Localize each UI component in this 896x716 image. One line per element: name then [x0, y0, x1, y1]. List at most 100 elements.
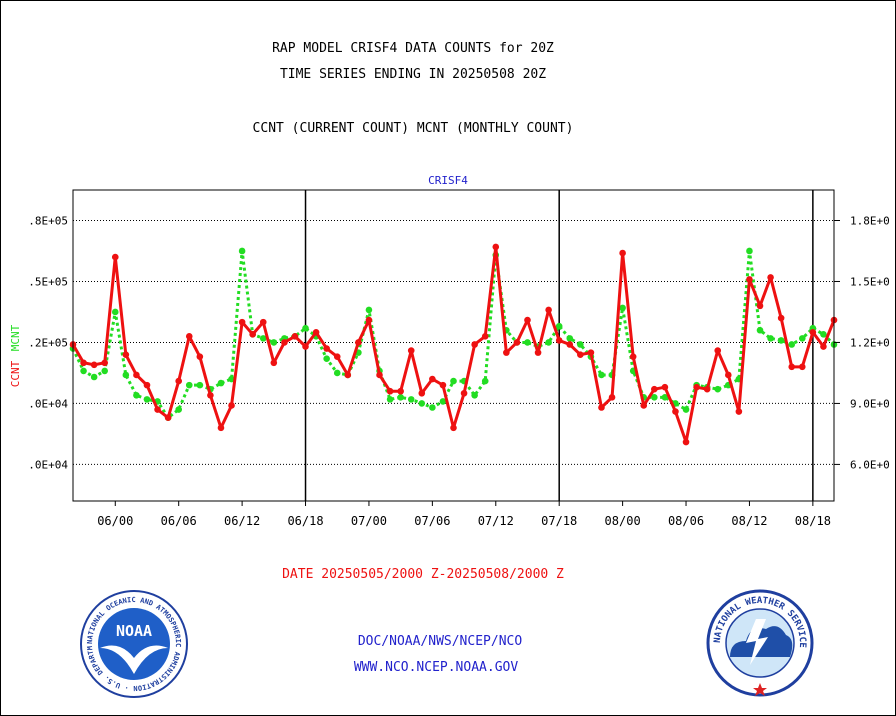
- data-point-mcnt: [133, 392, 140, 399]
- data-point-mcnt: [714, 385, 722, 393]
- data-point-ccnt: [735, 408, 743, 415]
- data-point-ccnt: [344, 371, 352, 379]
- data-point-ccnt: [207, 392, 214, 399]
- data-point-mcnt: [820, 331, 827, 338]
- data-point-mcnt: [429, 404, 436, 411]
- data-point-mcnt: [196, 381, 204, 389]
- data-point-ccnt: [270, 359, 278, 367]
- data-point-mcnt: [365, 306, 373, 314]
- data-point-mcnt: [397, 394, 404, 401]
- grid-layer: [73, 219, 834, 465]
- data-point-mcnt: [566, 335, 574, 342]
- data-point-ccnt: [238, 318, 246, 326]
- noaa-gull-icon: [100, 645, 168, 674]
- data-point-mcnt: [80, 367, 87, 375]
- data-point-mcnt: [302, 324, 309, 332]
- data-point-ccnt: [524, 316, 531, 324]
- data-point-mcnt: [143, 396, 151, 403]
- nws-logo: NATIONAL WEATHER SERVICE: [706, 589, 814, 697]
- y-axis-label-ccnt: CCNT: [9, 360, 22, 387]
- data-point-mcnt: [598, 371, 605, 379]
- y-tick-right-label: 1.5E+0: [850, 275, 890, 288]
- data-point-mcnt: [481, 377, 489, 385]
- x-tick-label: 08/12: [731, 514, 767, 528]
- data-point-mcnt: [407, 396, 415, 403]
- title-line-3: CCNT (CURRENT COUNT) MCNT (MONTHLY COUNT…: [253, 121, 574, 136]
- data-point-mcnt: [217, 379, 225, 387]
- data-point-ccnt: [111, 253, 119, 261]
- data-point-ccnt: [154, 406, 161, 413]
- data-point-ccnt: [619, 249, 626, 257]
- x-tick-label: 07/12: [478, 514, 514, 528]
- data-point-ccnt: [407, 347, 415, 354]
- data-point-ccnt: [196, 353, 204, 360]
- data-point-mcnt: [238, 247, 246, 255]
- y-tick-left-label: .8E+05: [28, 214, 68, 227]
- x-tick-label: 08/06: [668, 514, 704, 528]
- y-axis-label: CCNT MCNT: [9, 324, 22, 387]
- y-axis-right: 6.0E+0 9.0E+0 1.2E+0 1.5E+0 1.8E+0: [834, 214, 890, 471]
- date-range: DATE 20250505/2000 Z-20250508/2000 Z: [282, 567, 564, 582]
- data-point-ccnt: [598, 404, 605, 411]
- x-tick-label: 06/18: [287, 514, 323, 528]
- data-point-ccnt: [481, 333, 489, 340]
- data-point-ccnt: [249, 331, 256, 338]
- data-point-ccnt: [460, 389, 468, 397]
- day-boundary-layer: [304, 190, 814, 501]
- data-point-ccnt: [450, 424, 457, 432]
- data-point-ccnt: [439, 381, 447, 389]
- y-tick-left-label: .0E+04: [28, 458, 68, 471]
- data-point-mcnt: [619, 304, 626, 312]
- title-line-1: RAP MODEL CRISF4 DATA COUNTS for 20Z: [272, 41, 554, 56]
- series-layer: [69, 243, 838, 446]
- data-point-mcnt: [386, 396, 394, 403]
- data-point-ccnt: [629, 353, 637, 360]
- data-point-ccnt: [682, 438, 690, 446]
- data-point-mcnt: [122, 371, 130, 379]
- data-point-ccnt: [164, 414, 172, 421]
- data-point-ccnt: [365, 316, 373, 324]
- data-point-mcnt: [333, 369, 341, 377]
- data-point-ccnt: [798, 363, 806, 371]
- data-point-mcnt: [323, 355, 330, 363]
- x-tick-label: 07/00: [351, 514, 387, 528]
- data-point-ccnt: [80, 359, 87, 367]
- x-tick-label: 08/18: [795, 514, 831, 528]
- data-point-mcnt: [101, 367, 109, 375]
- data-point-mcnt: [577, 341, 584, 348]
- data-point-ccnt: [386, 387, 394, 395]
- panel-title: CRISF4: [428, 174, 468, 187]
- data-point-ccnt: [217, 424, 225, 432]
- data-point-ccnt: [767, 274, 774, 281]
- y-axis-left: .0E+04 .0E+04 .2E+05 .5E+05 .8E+05: [28, 214, 68, 471]
- data-point-ccnt: [661, 383, 669, 391]
- x-tick-label: 07/06: [414, 514, 450, 528]
- data-point-mcnt: [270, 339, 278, 346]
- data-point-ccnt: [397, 387, 404, 395]
- data-point-ccnt: [788, 363, 796, 371]
- x-tick-label: 06/00: [97, 514, 133, 528]
- data-point-ccnt: [640, 402, 648, 409]
- data-point-ccnt: [608, 394, 616, 401]
- data-point-ccnt: [703, 385, 711, 393]
- data-point-mcnt: [788, 341, 796, 348]
- data-point-ccnt: [566, 341, 574, 348]
- data-point-ccnt: [492, 243, 500, 251]
- nws-lightning-icon: [746, 619, 768, 665]
- data-point-ccnt: [418, 389, 426, 397]
- y-tick-right-label: 6.0E+0: [850, 458, 890, 471]
- data-point-ccnt: [503, 349, 510, 356]
- data-point-ccnt: [101, 359, 109, 367]
- y-tick-right-label: 1.8E+0: [850, 214, 890, 227]
- y-tick-left-label: .2E+05: [28, 336, 68, 349]
- data-point-ccnt: [228, 402, 235, 409]
- data-point-mcnt: [439, 398, 447, 405]
- y-tick-left-label: .0E+04: [28, 397, 68, 410]
- data-point-mcnt: [777, 337, 785, 344]
- x-tick-label: 06/06: [161, 514, 197, 528]
- data-point-ccnt: [312, 328, 320, 336]
- x-tick-label: 06/12: [224, 514, 260, 528]
- x-tick-label: 08/00: [605, 514, 641, 528]
- data-point-ccnt: [672, 408, 679, 415]
- data-point-ccnt: [820, 343, 827, 350]
